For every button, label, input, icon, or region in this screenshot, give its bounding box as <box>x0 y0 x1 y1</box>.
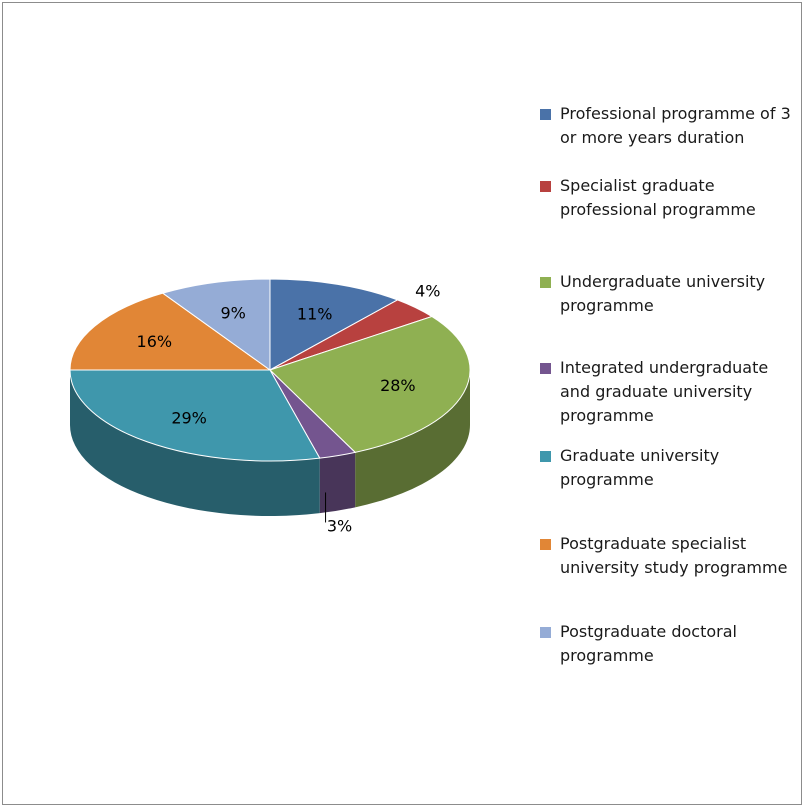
legend-item-integrated: Integrated undergraduate and graduate un… <box>540 356 795 444</box>
legend: Professional programme of 3 or more year… <box>540 102 795 668</box>
legend-label: Undergraduate university programme <box>560 272 766 315</box>
data-label: 28% <box>380 376 416 395</box>
data-label: 9% <box>220 303 245 322</box>
data-label: 3% <box>327 516 352 535</box>
legend-label: Specialist graduate professional program… <box>560 176 756 219</box>
legend-label: Graduate university programme <box>560 446 720 489</box>
legend-item-postgraduate-doctoral: Postgraduate doctoral programme <box>540 620 795 668</box>
pie-side <box>355 370 470 508</box>
legend-item-professional: Professional programme of 3 or more year… <box>540 102 795 174</box>
legend-swatch <box>540 363 551 374</box>
legend-swatch <box>540 109 551 120</box>
pie-slice <box>69 292 272 371</box>
legend-label: Postgraduate specialist university study… <box>560 534 788 577</box>
legend-item-postgraduate-specialist: Postgraduate specialist university study… <box>540 532 795 620</box>
legend-swatch <box>540 627 551 638</box>
legend-swatch <box>540 451 551 462</box>
pie-slice <box>69 369 321 462</box>
data-label: 16% <box>137 332 173 351</box>
pie-slice <box>269 278 399 371</box>
legend-item-undergraduate: Undergraduate university programme <box>540 270 795 356</box>
legend-label: Professional programme of 3 or more year… <box>560 104 791 147</box>
pie-side <box>319 452 356 514</box>
legend-item-graduate: Graduate university programme <box>540 444 795 532</box>
legend-swatch <box>540 539 551 550</box>
data-label: 11% <box>297 304 333 323</box>
pie-slice <box>161 278 271 371</box>
data-label: 29% <box>171 408 207 427</box>
data-label: 4% <box>415 282 440 301</box>
legend-swatch <box>540 277 551 288</box>
legend-label: Postgraduate doctoral programme <box>560 622 737 665</box>
legend-label: Integrated undergraduate and graduate un… <box>560 358 769 425</box>
legend-swatch <box>540 181 551 192</box>
pie-side <box>70 370 320 516</box>
pie-slice <box>269 315 471 453</box>
legend-item-specialist-graduate: Specialist graduate professional program… <box>540 174 795 270</box>
